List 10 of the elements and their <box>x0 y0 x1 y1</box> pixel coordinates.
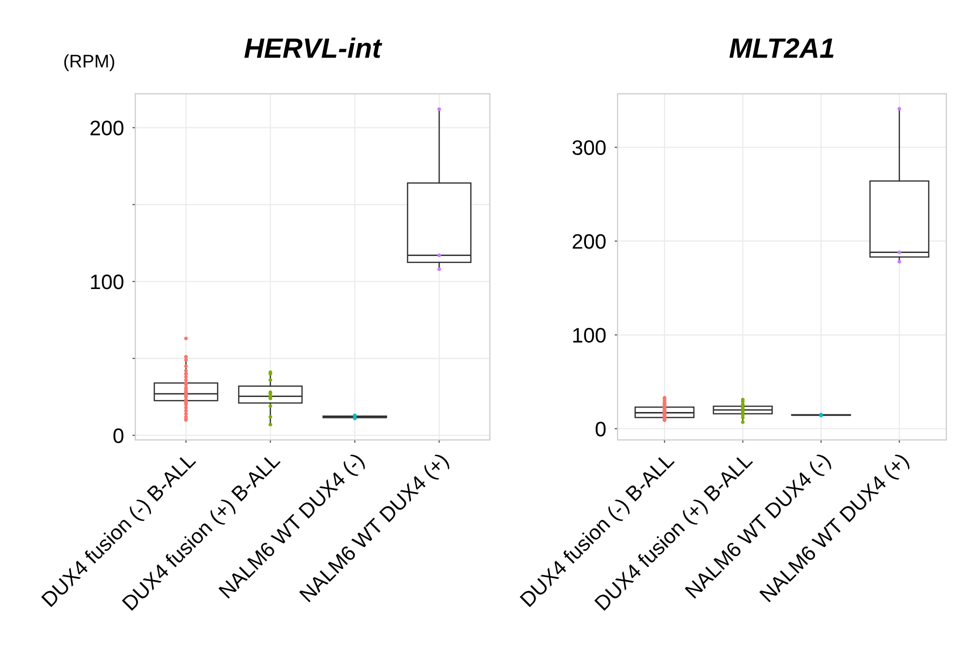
y-tick-label: 100 <box>573 328 606 343</box>
y-tick-label: 100 <box>91 274 124 290</box>
y-axis-title: (RPM) <box>64 54 114 72</box>
y-tick-label: 200 <box>90 120 124 136</box>
y-tick-label: 300 <box>572 140 606 156</box>
y-tick-label: 0 <box>596 422 606 436</box>
chart-title: MLT2A1 <box>729 38 834 58</box>
chart-title: HERVL-int <box>244 38 382 58</box>
y-tick-label: 0 <box>113 428 124 444</box>
y-tick-label: 200 <box>572 234 606 249</box>
